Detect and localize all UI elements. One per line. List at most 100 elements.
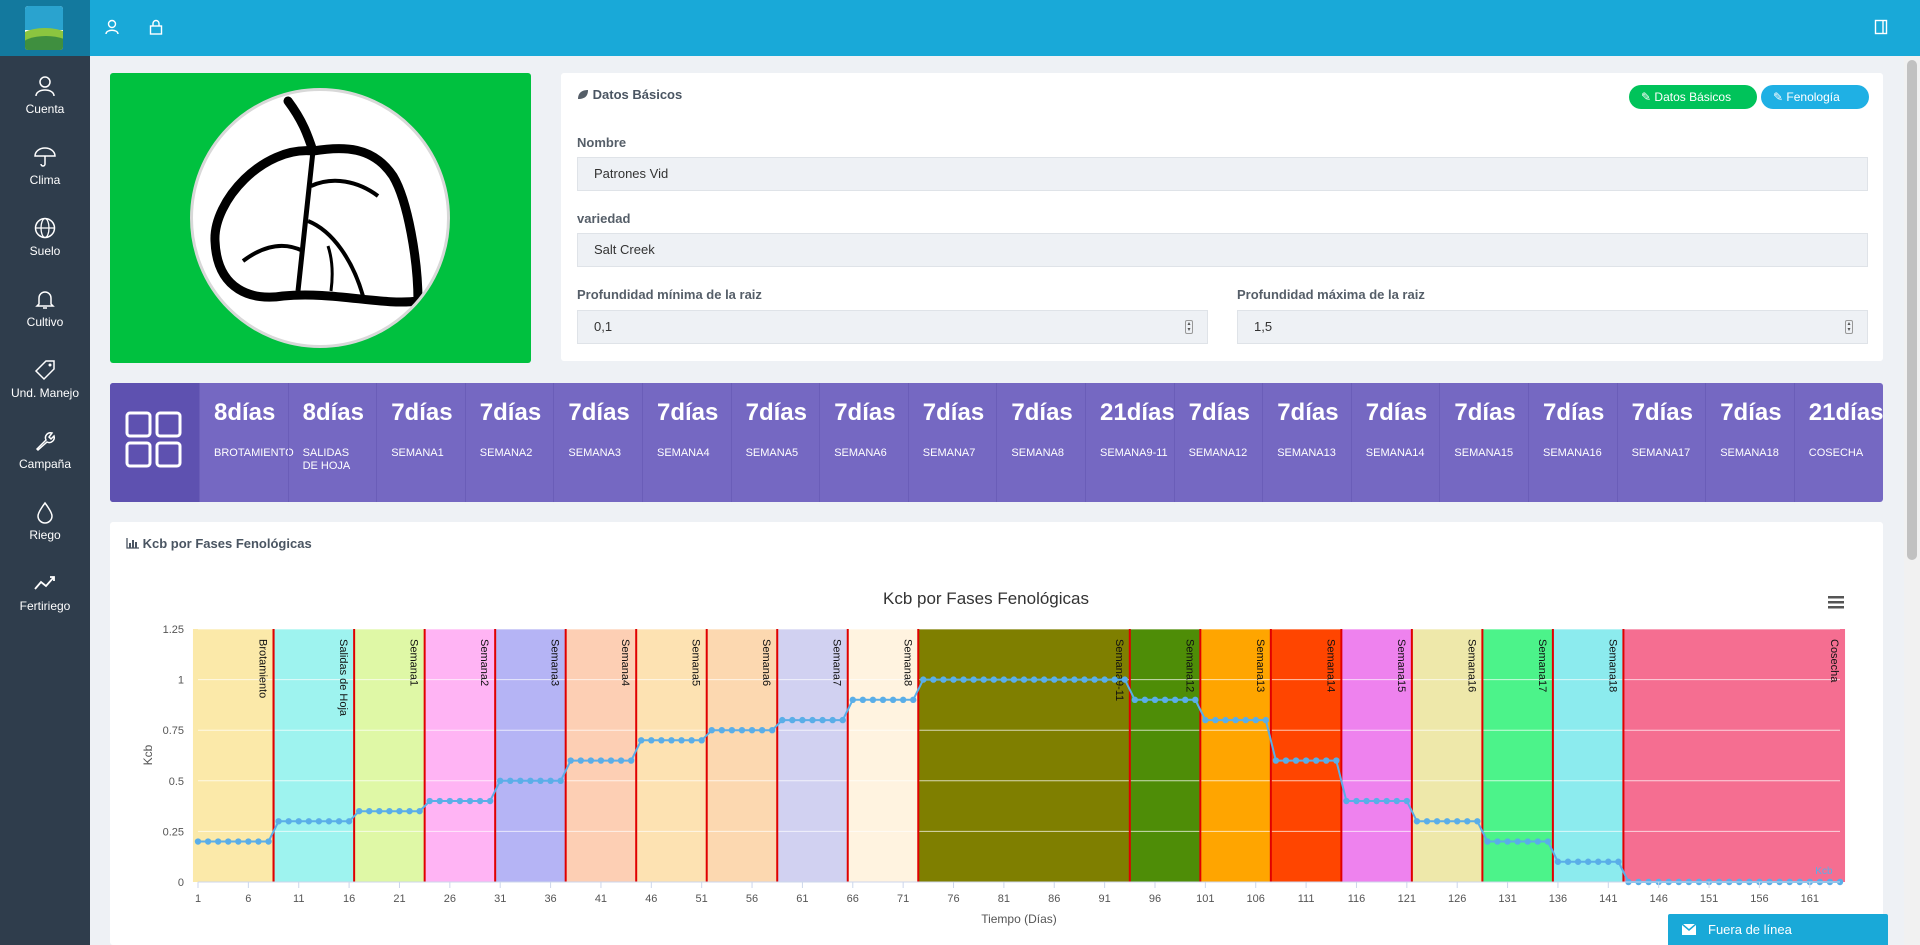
- sidebar-item-label: Campaña: [18, 457, 72, 471]
- sidebar-item-riego[interactable]: Riego: [0, 490, 90, 560]
- x-tick-label: 156: [1750, 893, 1768, 905]
- x-tick-label: 161: [1801, 893, 1819, 905]
- phase-name: SEMANA14: [1365, 447, 1425, 459]
- kcb-point: [1454, 818, 1461, 825]
- kcb-point: [1111, 676, 1118, 683]
- nombre-field[interactable]: Patrones Vid: [577, 157, 1868, 191]
- kcb-point: [1312, 757, 1320, 764]
- chart-section-title: Kcb por Fases Fenológicas: [126, 536, 312, 552]
- kcb-point: [990, 676, 998, 683]
- x-tick-label: 6: [245, 893, 251, 905]
- x-tick-label: 106: [1247, 893, 1265, 905]
- wrench-icon: [35, 432, 55, 452]
- y-tick-label: 0: [178, 877, 184, 889]
- sidebar-item-cuenta[interactable]: Cuenta: [0, 64, 90, 134]
- kcb-point: [789, 716, 796, 724]
- hamburger-menu-icon[interactable]: [1828, 596, 1844, 609]
- kcb-point: [627, 757, 635, 764]
- phase-name: SEMANA15: [1454, 447, 1514, 459]
- phase-days: 7días: [1011, 399, 1073, 426]
- kcb-point: [819, 716, 826, 724]
- variedad-field[interactable]: Salt Creek: [577, 233, 1868, 267]
- y-axis-label: Kcb: [141, 744, 155, 765]
- profundidad-minima-field[interactable]: 0,1 ▴ ▾: [577, 310, 1208, 344]
- phase-days: 7días: [657, 399, 719, 426]
- top-bar: [0, 0, 1920, 56]
- kcb-point: [466, 797, 474, 805]
- offline-status-button[interactable]: Fuera de línea: [1668, 914, 1888, 945]
- profundidad-minima-label: Profundidad mínima de la raiz: [577, 287, 762, 302]
- x-tick-label: 86: [1048, 893, 1060, 905]
- profundidad-maxima-field[interactable]: 1,5 ▴ ▾: [1237, 310, 1868, 344]
- sidebar-item-cultivo[interactable]: Cultivo: [0, 277, 90, 347]
- page-scrollbar[interactable]: [1904, 56, 1920, 945]
- number-spinner-icon[interactable]: ▴ ▾: [1185, 320, 1193, 334]
- phase-cell: 7días SEMANA6: [819, 383, 908, 502]
- y-tick-label: 0.75: [163, 725, 184, 737]
- sidebar-item-clima[interactable]: Clima: [0, 135, 90, 205]
- phase-cell: 7días SEMANA5: [730, 383, 820, 502]
- kcb-point: [1051, 676, 1058, 683]
- x-tick-label: 21: [393, 893, 405, 905]
- sidebar-item-und-manejo[interactable]: Und. Manejo: [0, 348, 90, 418]
- sidebar-item-label: Cuenta: [25, 102, 65, 116]
- phase-days: 7días: [1188, 399, 1250, 426]
- kcb-point: [305, 818, 313, 825]
- phase-band-label: Semana7: [831, 639, 843, 686]
- number-spinner-icon[interactable]: ▴ ▾: [1845, 320, 1853, 334]
- kcb-point: [1353, 797, 1360, 805]
- app-logo[interactable]: [0, 0, 90, 56]
- kcb-point: [748, 727, 756, 734]
- phase-band-label: Semana6: [760, 639, 772, 686]
- sidebar-item-fertiriego[interactable]: Fertiriego: [0, 561, 90, 631]
- y-tick-label: 0.25: [163, 826, 184, 838]
- kcb-point: [1242, 716, 1249, 724]
- panel-toggle-icon[interactable]: [1870, 16, 1892, 38]
- kcb-point: [758, 727, 766, 734]
- basic-data-card: Datos Básicos ✎ Datos Básicos ✎ Fenologí…: [561, 73, 1883, 361]
- kcb-point: [879, 696, 887, 704]
- phase-days: 7días: [1277, 399, 1339, 426]
- profundidad-maxima-label: Profundidad máxima de la raiz: [1237, 287, 1425, 302]
- kcb-point: [648, 737, 655, 744]
- kcb-point: [1020, 676, 1028, 683]
- phase-name: SEMANA13: [1277, 447, 1336, 459]
- kcb-point: [265, 838, 272, 845]
- phase-band: [1552, 629, 1624, 882]
- kcb-point: [285, 818, 292, 825]
- phase-band-label: Semana18: [1606, 639, 1618, 692]
- lock-icon[interactable]: [145, 16, 167, 38]
- phase-name: SEMANA7: [922, 447, 976, 459]
- sidebar-item-suelo[interactable]: Suelo: [0, 206, 90, 276]
- kcb-point: [446, 797, 454, 805]
- kcb-point: [1413, 818, 1421, 825]
- phase-band: [1341, 629, 1412, 882]
- kcb-point: [416, 807, 423, 815]
- fenologia-button[interactable]: ✎ Fenología: [1761, 85, 1869, 109]
- phase-cell: 8días SALIDAS DE HOJA: [287, 383, 377, 502]
- kcb-point: [486, 797, 494, 805]
- kcb-point: [688, 737, 695, 744]
- phase-days: 8días: [302, 399, 364, 426]
- kcb-point: [1433, 818, 1441, 825]
- kcb-chart-card: Kcb por Fases Fenológicas Kcb por Fases …: [110, 522, 1883, 945]
- phase-name: SEMANA4: [657, 447, 710, 459]
- kcb-point: [980, 676, 987, 683]
- kcb-point: [235, 838, 242, 845]
- phase-days: 7días: [1631, 399, 1693, 426]
- phase-days: 7días: [1454, 399, 1516, 426]
- kcb-point: [839, 716, 846, 724]
- x-tick-label: 76: [947, 893, 959, 905]
- phase-cell: 7días SEMANA3: [553, 383, 642, 502]
- kcb-point: [1262, 716, 1270, 724]
- kcb-point: [557, 777, 564, 784]
- phase-name: SEMANA8: [1011, 447, 1064, 459]
- sidebar-item-campana[interactable]: Campaña: [0, 419, 90, 489]
- datos-basicos-button[interactable]: ✎ Datos Básicos: [1629, 85, 1757, 109]
- phase-band: [1623, 629, 1846, 882]
- kcb-point: [537, 777, 544, 784]
- phase-cell: 7días SEMANA14: [1350, 383, 1440, 502]
- sidebar: Cuenta Clima Suelo Cultivo Und. Manejo C…: [0, 56, 90, 945]
- user-icon[interactable]: [101, 16, 123, 38]
- phase-cell: 7días SEMANA15: [1439, 383, 1528, 502]
